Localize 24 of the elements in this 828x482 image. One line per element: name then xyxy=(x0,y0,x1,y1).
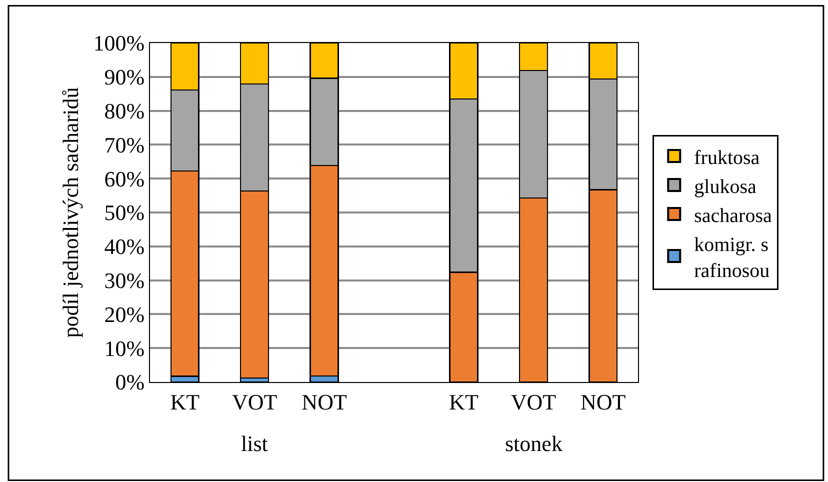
y-tick-label: 30% xyxy=(104,268,145,293)
text: list xyxy=(241,431,268,456)
y-tick-label: 0% xyxy=(115,370,145,395)
legend-label: glukosa xyxy=(694,176,756,198)
y-tick-label: 80% xyxy=(104,98,145,124)
legend-label: komigr. s rafinosou xyxy=(694,234,770,282)
legend-label: sacharosa xyxy=(694,204,772,227)
text: stonek xyxy=(505,431,562,456)
y-axis-title: podíl jednotlivých sacharidů xyxy=(58,87,84,338)
x-tick-label: KT xyxy=(170,389,200,414)
y-tick-label: 90% xyxy=(104,64,145,90)
y-tick-label: 70% xyxy=(104,132,145,158)
y-tick-label: 50% xyxy=(104,200,145,226)
legend-label: fruktosa xyxy=(694,146,760,169)
x-tick-label: VOT xyxy=(232,389,278,414)
x-tick-label: VOT xyxy=(510,389,557,414)
y-tick-label: 10% xyxy=(104,336,145,361)
y-tick-label: 100% xyxy=(93,30,145,56)
y-tick-label: 40% xyxy=(104,234,145,260)
x-tick-label: NOT xyxy=(580,389,626,414)
x-tick-label: KT xyxy=(449,389,479,414)
y-tick-label: 60% xyxy=(104,166,145,192)
x-tick-label: NOT xyxy=(302,389,348,414)
y-tick-label: 20% xyxy=(104,302,145,327)
